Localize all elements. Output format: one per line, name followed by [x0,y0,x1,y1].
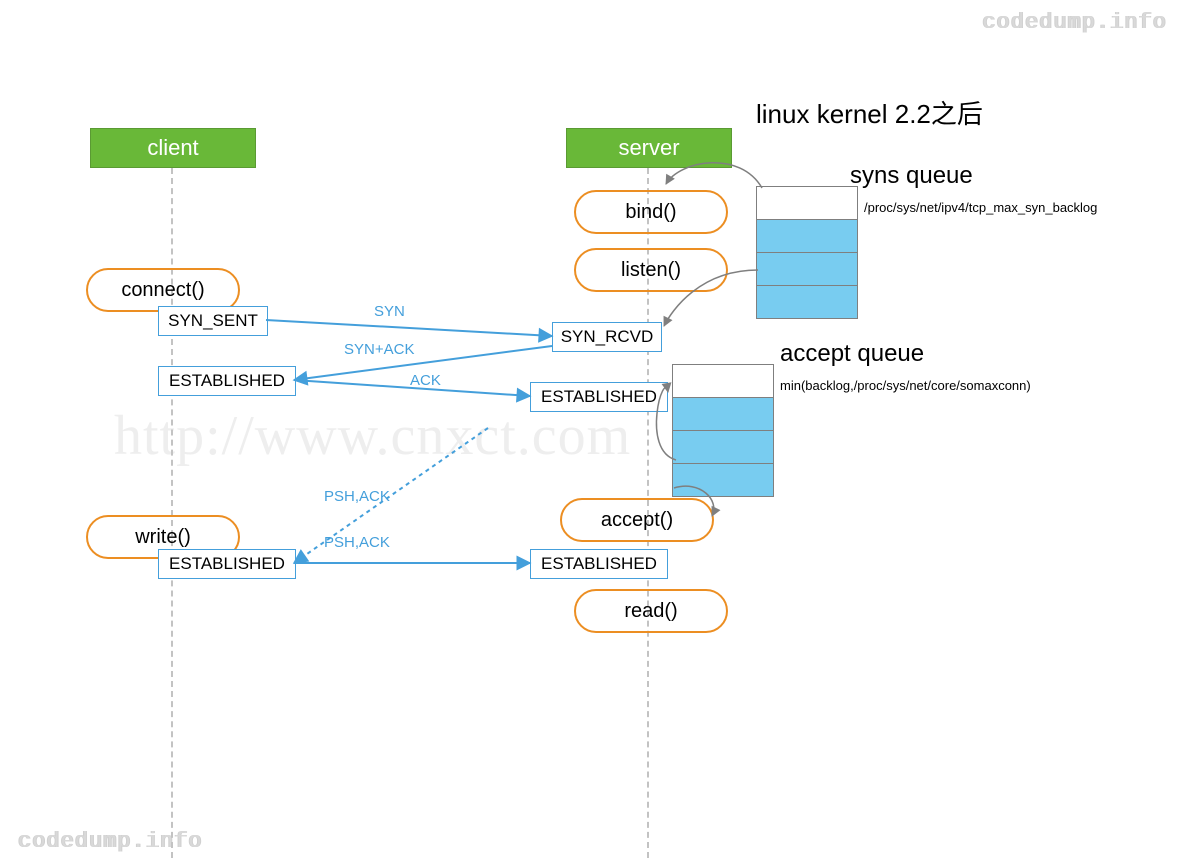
call-pill: read() [574,589,728,633]
arrow-label: SYN [374,303,405,320]
syns-queue-label: syns queue [850,162,973,190]
queue-box [672,364,774,497]
client-header-label: client [147,135,198,160]
tcp-state: ESTABLISHED [530,382,668,412]
arrow-label: PSH,ACK [324,488,390,505]
server-header: server [566,128,732,168]
watermark-top-right: codedump.info [982,10,1167,35]
arrow-label: ACK [410,372,441,389]
syns-queue-note: /proc/sys/net/ipv4/tcp_max_syn_backlog [864,200,1097,215]
server-header-label: server [618,135,679,160]
call-pill: bind() [574,190,728,234]
arrow-label: PSH,ACK [324,534,390,551]
client-header: client [90,128,256,168]
tcp-state: ESTABLISHED [530,549,668,579]
arrow-label: SYN+ACK [344,341,414,358]
tcp-state: SYN_SENT [158,306,268,336]
queue-box [756,186,858,319]
tcp-state: ESTABLISHED [158,549,296,579]
accept-queue-note: min(backlog,/proc/sys/net/core/somaxconn… [780,378,1031,393]
call-pill: listen() [574,248,728,292]
watermark-center: http://www.cnxct.com [114,404,631,468]
accept-queue-label: accept queue [780,340,924,368]
diagram-title: linux kernel 2.2之后 [756,94,983,131]
tcp-state: ESTABLISHED [158,366,296,396]
watermark-bottom-left: codedump.info [18,829,203,854]
tcp-state: SYN_RCVD [552,322,662,352]
call-pill: accept() [560,498,714,542]
